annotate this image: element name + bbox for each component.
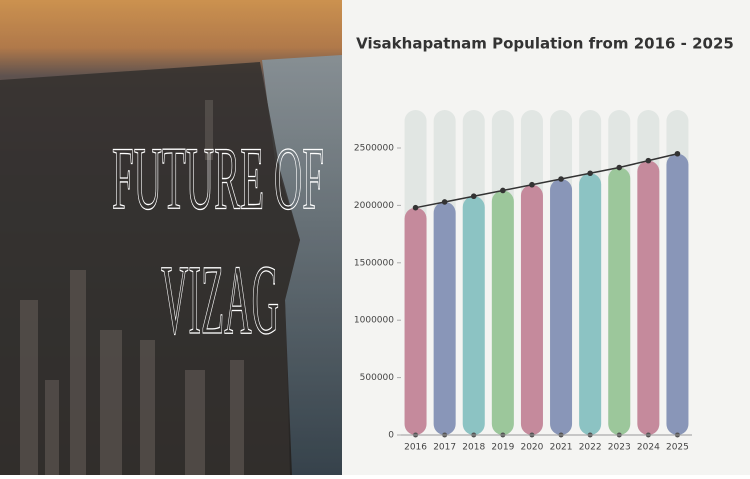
bar [491,190,514,435]
x-tick-label: 2023 [608,443,631,453]
x-tick-label: 2018 [462,443,485,453]
bar [462,196,485,435]
x-tick-label: 2016 [404,443,427,453]
y-tick-label: 1500000 [354,258,394,268]
x-tick-label: 2020 [520,443,543,453]
x-tick-label: 2024 [637,443,660,453]
bar [608,167,631,436]
chart-title: Visakhapatnam Population from 2016 - 202… [356,35,734,53]
bar [550,178,573,435]
bar [520,184,543,435]
line-point [674,150,681,157]
line-point [558,176,564,182]
x-tick-label: 2019 [491,443,514,453]
line-point [645,157,652,164]
bar [433,201,456,435]
y-tick-label: 2000000 [354,201,394,211]
poster-line: FUTURE OF [112,130,324,229]
line-point [500,187,506,194]
bar [666,153,689,436]
line-point [529,181,535,188]
x-tick-label: 2025 [666,443,689,453]
y-tick-label: 1000000 [354,316,394,326]
line-point [412,204,419,211]
x-tick-label: 2021 [550,443,573,453]
line-point [616,164,623,171]
y-tick-label: 500000 [360,373,395,383]
y-tick-label: 0 [388,431,394,441]
photo [0,0,342,475]
x-tick-label: 2017 [433,443,456,453]
bar [637,160,660,436]
y-tick-label: 2500000 [354,144,394,154]
line-point [441,199,448,205]
trend-line [415,153,678,209]
chart-background [342,0,750,475]
line-point [470,193,477,200]
poster-line: VIZAG [161,244,279,355]
bar [404,207,427,435]
x-tick-label: 2022 [579,443,602,453]
bar [579,173,602,436]
line-point [587,170,593,177]
